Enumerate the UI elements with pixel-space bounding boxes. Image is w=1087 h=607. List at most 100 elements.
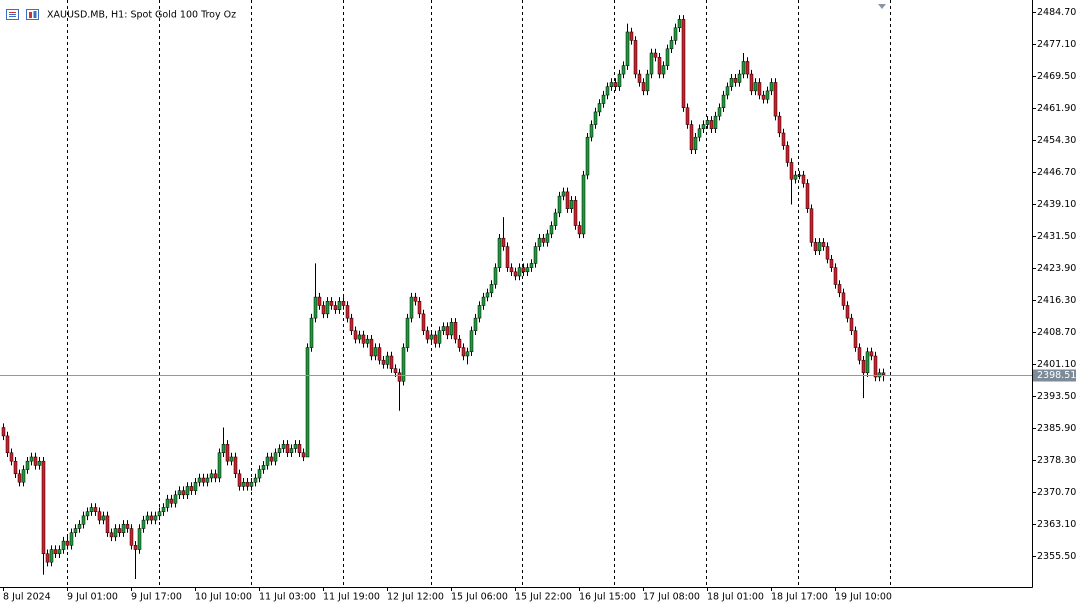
last-price-label: 2398.51: [1037, 370, 1076, 381]
candle-body: [57, 549, 62, 555]
candle-body: [365, 338, 370, 344]
candle-body: [9, 452, 14, 462]
candle-body: [113, 528, 118, 538]
x-tick-label: 11 Jul 03:00: [259, 592, 316, 603]
candle-body: [497, 237, 502, 268]
candle-body: [321, 305, 326, 315]
candle-body: [569, 200, 574, 209]
candle-body: [77, 524, 82, 529]
candle-body: [93, 507, 98, 512]
last-price-box: [1033, 369, 1076, 382]
candle-body: [409, 296, 414, 319]
candle-body: [253, 477, 258, 483]
candle-body: [861, 359, 866, 374]
candle-body: [481, 296, 486, 306]
candle-body: [281, 444, 286, 449]
candle-body: [761, 94, 766, 100]
candle-body: [865, 351, 870, 374]
candle-body: [801, 174, 806, 184]
candle-body: [69, 532, 74, 546]
candle-body: [685, 107, 690, 125]
x-tick-label: 9 Jul 01:00: [67, 592, 118, 603]
candle-body: [849, 317, 854, 331]
candle-body: [533, 246, 538, 264]
candle-body: [181, 490, 186, 496]
candle-body: [693, 136, 698, 151]
candle-body: [477, 305, 482, 319]
candle-body: [117, 528, 122, 533]
candle-body: [349, 317, 354, 331]
candle-body: [313, 296, 318, 319]
candle-body: [509, 267, 514, 273]
candle-body: [417, 301, 422, 315]
candle-body: [189, 486, 194, 491]
x-tick-label: 18 Jul 17:00: [771, 592, 828, 603]
x-tick-label: 16 Jul 15:00: [579, 592, 636, 603]
candle-body: [457, 338, 462, 348]
candle-body: [413, 296, 418, 302]
shift-marker: [878, 4, 886, 9]
candle-body: [613, 82, 618, 87]
candle-body: [841, 292, 846, 306]
candle-body: [697, 128, 702, 138]
candle-body: [381, 359, 386, 365]
candle-body: [17, 473, 22, 483]
candle-body: [149, 515, 154, 521]
candle-body: [401, 347, 406, 382]
candle-body: [537, 237, 542, 247]
candle-body: [225, 444, 230, 462]
candle-body: [521, 267, 526, 273]
candle-body: [581, 174, 586, 235]
candle-body: [645, 73, 650, 92]
candle-body: [33, 456, 38, 466]
candle-body: [1, 427, 6, 437]
candle-body: [601, 94, 606, 104]
candle-body: [673, 27, 678, 41]
candle-body: [549, 225, 554, 235]
candle-body: [593, 111, 598, 125]
x-tick-label: 17 Jul 08:00: [643, 592, 700, 603]
candle-body: [121, 524, 126, 533]
candle-body: [293, 444, 298, 449]
y-tick-label: 2408.70: [1037, 327, 1076, 338]
candle-body: [137, 528, 142, 550]
candle-body: [213, 473, 218, 479]
candle-body: [429, 334, 434, 340]
candle-body: [681, 19, 686, 108]
candle-body: [109, 532, 114, 538]
candle-body: [493, 267, 498, 285]
candle-body: [245, 481, 250, 487]
candle-body: [529, 263, 534, 268]
candle-body: [829, 258, 834, 268]
candle-body: [489, 284, 494, 294]
candle-body: [609, 82, 614, 87]
x-tick-label: 8 Jul 2024: [3, 592, 51, 603]
candle-body: [369, 338, 374, 357]
candle-body: [869, 351, 874, 357]
candle-body: [857, 347, 862, 361]
y-tick-label: 2461.90: [1037, 103, 1076, 114]
candle-body: [793, 174, 798, 180]
candle-body: [785, 145, 790, 163]
candle-body: [605, 86, 610, 96]
candle-body: [501, 237, 506, 247]
candle-body: [437, 330, 442, 344]
candle-body: [649, 52, 654, 75]
candle-body: [85, 511, 90, 517]
candle-body: [161, 507, 166, 512]
candle-body: [705, 120, 710, 125]
y-tick-label: 2431.50: [1037, 231, 1076, 242]
candle-body: [173, 494, 178, 504]
candle-body: [317, 296, 322, 306]
candle-body: [797, 174, 802, 177]
candle-body: [241, 481, 246, 487]
y-tick-label: 2484.70: [1037, 7, 1076, 18]
candle-body: [557, 195, 562, 214]
candle-body: [669, 40, 674, 50]
candle-body: [485, 292, 490, 298]
candle-body: [145, 515, 150, 521]
candle-body: [617, 73, 622, 87]
candle-body: [777, 115, 782, 134]
candle-body: [193, 481, 198, 491]
candle-body: [677, 19, 682, 29]
